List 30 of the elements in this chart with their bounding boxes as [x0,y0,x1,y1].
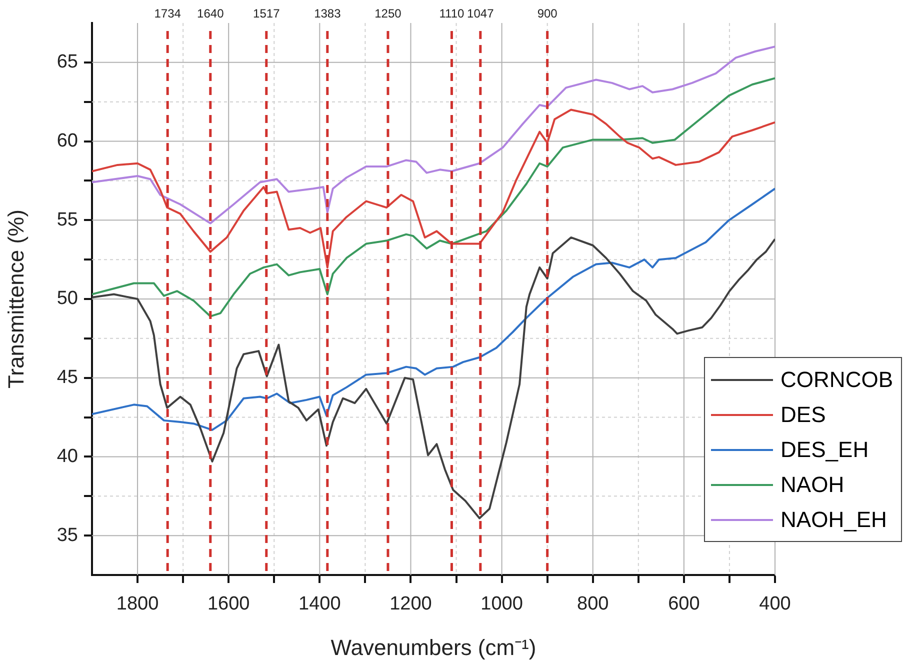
ref-line-label: 1383 [314,6,342,20]
legend-label: CORNCOB [780,366,893,394]
x-tick-label: 1800 [116,594,159,615]
x-axis-title: Wavenumbers (cm⁻¹) [330,634,536,660]
ref-line-label: 1640 [197,6,224,20]
legend-label: DES_EH [780,436,869,464]
y-tick-label: 55 [56,209,78,230]
ref-line-label: 1250 [374,6,402,20]
ref-line-label: 900 [537,6,558,20]
y-tick-label: 45 [56,367,78,388]
ref-line-label: 1734 [154,6,182,20]
x-tick-label: 400 [759,594,791,615]
y-tick-label: 40 [56,446,78,467]
x-tick-label: 1200 [390,594,432,615]
y-tick-label: 65 [56,52,78,73]
y-axis-title: Transmittence (%) [3,210,28,388]
ref-line-label: 1047 [467,6,494,20]
y-tick-label: 50 [56,288,78,310]
legend-label: NAOH [780,471,844,499]
x-tick-label: 600 [668,594,700,615]
x-tick-label: 1000 [480,594,523,615]
legend-label: DES [780,401,826,429]
x-tick-label: 1600 [207,594,250,615]
y-tick-label: 35 [56,524,78,546]
ref-line-label: 1110 [439,6,464,20]
legend-label: NAOH_EH [780,506,887,534]
x-tick-label: 800 [577,594,609,615]
x-tick-label: 1400 [298,594,341,615]
ref-line-label: 1517 [253,6,280,20]
y-tick-label: 60 [56,130,78,152]
